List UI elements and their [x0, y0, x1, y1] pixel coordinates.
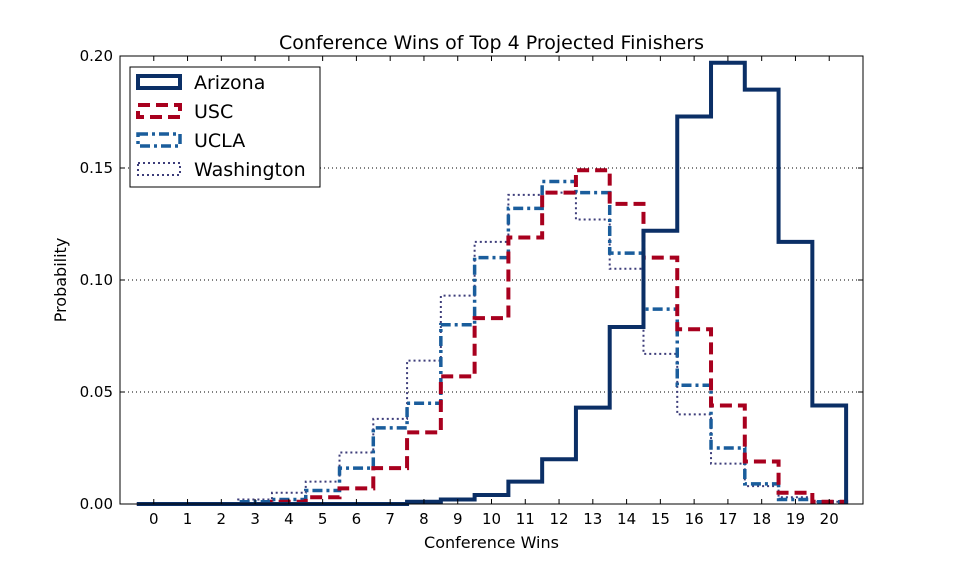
series-usc-step-line	[136, 168, 849, 506]
x-tick-label-9: 9	[453, 510, 463, 528]
legend-label-washington: Washington	[194, 159, 306, 181]
x-axis-label: Conference Wins	[424, 533, 559, 552]
legend-label-usc: USC	[194, 101, 233, 123]
x-tick-label-1: 1	[183, 510, 193, 528]
x-tick-label-0: 0	[149, 510, 159, 528]
y-tick-label-1: 0.05	[80, 383, 113, 401]
chart-title: Conference Wins of Top 4 Projected Finis…	[279, 32, 704, 54]
x-tick-label-18: 18	[752, 510, 771, 528]
x-tick-label-6: 6	[352, 510, 362, 528]
legend-swatch-ucla	[136, 132, 182, 148]
tick-layer: 0 1 2 3 4 5 6 7 8 9 10 11 12 13 14 15 16 17 18 19 200.000.05…	[80, 47, 863, 528]
x-tick-label-17: 17	[718, 510, 737, 528]
x-tick-label-4: 4	[284, 510, 294, 528]
legend-label-arizona: Arizona	[194, 72, 265, 94]
legend-label-ucla: UCLA	[194, 130, 245, 152]
y-tick-label-4: 0.20	[80, 47, 113, 65]
series-ucla-step-line	[136, 179, 848, 506]
legend-swatch-washington	[137, 162, 181, 176]
x-tick-label-13: 13	[583, 510, 602, 528]
y-tick-label-0: 0.00	[80, 495, 113, 513]
legend-swatch-arizona	[136, 74, 182, 90]
x-tick-label-15: 15	[651, 510, 670, 528]
x-tick-label-3: 3	[250, 510, 260, 528]
x-tick-label-10: 10	[482, 510, 501, 528]
legend-swatch-usc	[136, 103, 182, 119]
legend: Arizona USC UCLA Washington	[129, 66, 321, 188]
x-tick-label-2: 2	[217, 510, 227, 528]
y-tick-label-3: 0.15	[80, 159, 113, 177]
x-tick-label-20: 20	[820, 510, 839, 528]
x-tick-label-16: 16	[685, 510, 704, 528]
x-tick-label-11: 11	[516, 510, 535, 528]
legend-items: Arizona USC UCLA Washington	[136, 72, 306, 181]
x-tick-label-8: 8	[419, 510, 429, 528]
y-tick-label-2: 0.10	[80, 271, 113, 289]
series-washington-step-line	[136, 191, 848, 505]
x-tick-label-5: 5	[318, 510, 328, 528]
x-tick-label-7: 7	[385, 510, 395, 528]
y-axis-label: Probability	[51, 238, 70, 323]
x-tick-label-12: 12	[549, 510, 568, 528]
x-tick-label-19: 19	[786, 510, 805, 528]
x-tick-label-14: 14	[617, 510, 636, 528]
